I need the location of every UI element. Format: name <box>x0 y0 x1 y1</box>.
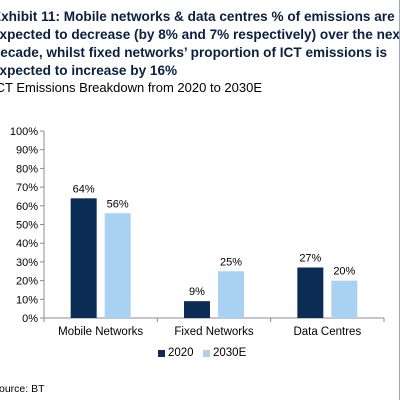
bar <box>218 271 244 318</box>
bar <box>331 280 358 318</box>
y-tick-label: 70% <box>16 182 38 194</box>
y-tick-label: 0% <box>22 313 38 325</box>
y-tick-label: 90% <box>16 145 38 157</box>
exhibit-title: Exhibit 11: Mobile networks & data centr… <box>0 8 400 80</box>
legend-item-2020: 2020 <box>158 347 194 359</box>
legend-swatch <box>158 349 165 357</box>
data-label: 9% <box>189 286 205 298</box>
data-label: 56% <box>107 198 129 210</box>
title-line: decade, whilst fixed networks’ proportio… <box>0 45 388 60</box>
bar <box>297 267 324 318</box>
data-label: 20% <box>333 266 355 278</box>
y-tick-label: 60% <box>16 201 38 213</box>
data-label: 25% <box>220 256 242 268</box>
bar-chart: 0% 10% 20% 30% 40% 50% 60% 70% 80% 90% 100% Mobile… <box>10 126 385 338</box>
y-tick-label: 20% <box>16 276 38 288</box>
y-tick-label: 80% <box>16 163 38 175</box>
x-tick-label: Mobile Networks <box>58 326 143 338</box>
y-axis: 0% 10% 20% 30% 40% 50% 60% 70% 80% 90% 100% <box>10 126 45 325</box>
legend-swatch <box>203 349 210 357</box>
chart-legend: 2020 2030E <box>0 347 400 365</box>
source-note: Source: BT <box>0 383 45 395</box>
bar <box>104 213 131 318</box>
data-labels: 64% 56% 9% 25% 27% 20% <box>73 183 356 298</box>
title-line: expected to increase by 16% <box>0 63 178 78</box>
legend-label: 2020 <box>168 347 194 359</box>
x-axis: Mobile Networks Fixed Networks Data Centre… <box>43 317 385 338</box>
legend-label: 2030E <box>213 347 247 359</box>
y-tick-label: 50% <box>16 220 38 232</box>
x-tick-label: Data Centres <box>293 326 361 338</box>
title-line: Exhibit 11: Mobile networks & data centr… <box>0 9 395 24</box>
y-tick-label: 100% <box>10 126 38 138</box>
x-tick-label: Fixed Networks <box>174 326 253 338</box>
y-tick-label: 30% <box>16 257 38 269</box>
bar <box>184 301 210 318</box>
chart-subtitle: ICT Emissions Breakdown from 2020 to 203… <box>0 80 263 95</box>
bars <box>70 198 358 318</box>
data-label: 27% <box>299 253 321 265</box>
legend-item-2030e: 2030E <box>203 347 246 359</box>
y-tick-label: 10% <box>16 294 38 306</box>
data-label: 64% <box>73 183 95 195</box>
y-tick-label: 40% <box>16 238 38 250</box>
title-line: expected to decrease (by 8% and 7% respe… <box>0 27 400 42</box>
bar <box>70 198 97 318</box>
